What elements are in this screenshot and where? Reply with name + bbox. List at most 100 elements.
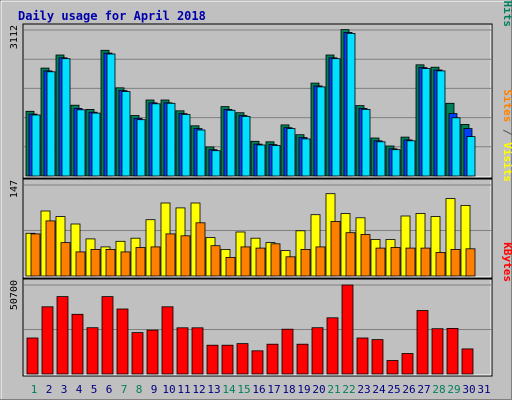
bar-visits-day-30 — [460, 204, 471, 277]
bar-sites-day-8 — [135, 247, 146, 277]
bar-kbytes-day-29 — [446, 327, 459, 375]
bar-kbytes-day-1 — [26, 337, 39, 375]
bar-sites-day-11 — [180, 235, 191, 277]
bar-sites-day-29 — [450, 248, 461, 277]
x-tick-label-day-31: 31 — [477, 383, 490, 396]
bar-kbytes-day-5 — [86, 327, 99, 375]
bar-kbytes-day-19 — [296, 343, 309, 375]
bar-kbytes-day-26 — [401, 353, 414, 375]
bar-sites-day-18 — [285, 256, 296, 277]
bar-pages-day-20 — [316, 86, 326, 177]
bar-pages-day-7 — [121, 91, 131, 177]
panel-pages-files-hits: 3112 Pages / Files / Hits — [9, 0, 512, 179]
x-tick-label-day-12: 12 — [192, 383, 205, 396]
bar-kbytes-day-8 — [131, 332, 144, 375]
bar-sites-day-12 — [195, 222, 206, 277]
bar-pages-day-9 — [151, 103, 161, 177]
bar-pages-day-5 — [91, 112, 101, 177]
panel-kbytes: 50700 KBytes — [9, 242, 512, 377]
bar-sites-day-30 — [465, 248, 476, 277]
bar-kbytes-day-18 — [281, 328, 294, 375]
bar-pages-day-22 — [346, 33, 356, 177]
bar-sites-day-13 — [210, 245, 221, 277]
x-tick-label-day-5: 5 — [91, 383, 98, 396]
bar-kbytes-day-12 — [191, 327, 204, 375]
x-tick-label-day-13: 13 — [207, 383, 220, 396]
bar-kbytes-day-4 — [71, 313, 84, 375]
bar-sites-day-15 — [240, 246, 251, 277]
x-tick-label-day-19: 19 — [297, 383, 310, 396]
bar-pages-day-17 — [271, 145, 281, 177]
bar-sites-day-22 — [345, 232, 356, 277]
bar-kbytes-day-3 — [56, 296, 69, 375]
x-tick-label-day-4: 4 — [76, 383, 83, 396]
y-axis-max-label: 50700 — [9, 280, 20, 310]
y-axis-max-label: 3112 — [9, 25, 20, 49]
series-label: KBytes — [501, 242, 512, 282]
x-tick-label-day-7: 7 — [121, 383, 128, 396]
x-tick-label-day-20: 20 — [312, 383, 325, 396]
bar-pages-day-13 — [211, 150, 221, 177]
bar-kbytes-day-25 — [386, 360, 399, 375]
x-tick-label-day-23: 23 — [357, 383, 370, 396]
series-kbytes — [26, 284, 474, 375]
bar-sites-day-7 — [120, 251, 131, 277]
bar-kbytes-day-7 — [116, 308, 129, 375]
bar-sites-day-10 — [165, 233, 176, 277]
x-tick-label-day-29: 29 — [447, 383, 460, 396]
chart-title: Daily usage for April 2018 — [18, 9, 206, 23]
bar-kbytes-day-27 — [416, 310, 429, 375]
bar-sites-day-4 — [75, 251, 86, 277]
x-tick-label-day-1: 1 — [31, 383, 38, 396]
series-label-part: Sites — [501, 89, 512, 122]
x-tick-label-day-11: 11 — [177, 383, 190, 396]
bar-pages-day-24 — [376, 141, 386, 177]
bar-kbytes-day-2 — [41, 306, 54, 375]
bar-pages-day-30 — [466, 136, 476, 177]
bar-pages-day-11 — [181, 114, 191, 177]
bar-pages-day-21 — [331, 58, 341, 177]
bar-pages-day-28 — [436, 70, 446, 177]
bar-sites-day-20 — [315, 246, 326, 277]
bar-sites-day-1 — [30, 233, 41, 277]
bar-pages-day-2 — [46, 71, 56, 177]
bar-sites-day-25 — [390, 247, 401, 277]
series-label-part: Hits — [501, 1, 512, 28]
bar-visits-day-20 — [310, 214, 321, 277]
bar-sites-day-14 — [225, 256, 236, 277]
bar-pages-day-18 — [286, 128, 296, 177]
x-tick-label-day-3: 3 — [61, 383, 68, 396]
bar-pages-day-16 — [256, 144, 266, 177]
bar-pages-day-8 — [136, 119, 146, 177]
bar-sites-day-9 — [150, 246, 161, 277]
chart-panels: 3112 Pages / Files / Hits 147 Sites / Visit… — [9, 0, 512, 377]
bar-kbytes-day-16 — [251, 350, 264, 375]
x-tick-label-day-25: 25 — [387, 383, 400, 396]
bar-kbytes-day-17 — [266, 343, 279, 375]
x-tick-label-day-28: 28 — [432, 383, 445, 396]
x-tick-label-day-26: 26 — [402, 383, 415, 396]
series-pages — [31, 33, 476, 177]
x-tick-label-day-30: 30 — [462, 383, 475, 396]
bar-pages-day-12 — [196, 129, 206, 177]
bar-kbytes-day-6 — [101, 296, 114, 375]
bar-visits-day-29 — [445, 198, 456, 277]
x-tick-label-day-6: 6 — [106, 383, 113, 396]
bar-pages-day-23 — [361, 109, 371, 177]
series-label-part: Visits — [501, 142, 512, 182]
bar-sites-day-21 — [330, 221, 341, 277]
bar-kbytes-day-21 — [326, 317, 339, 375]
x-tick-label-day-16: 16 — [252, 383, 265, 396]
x-tick-label-day-14: 14 — [222, 383, 236, 396]
bar-visits-day-26 — [400, 215, 411, 277]
bar-sites-day-16 — [255, 247, 266, 277]
x-tick-label-day-24: 24 — [372, 383, 386, 396]
bar-sites-day-23 — [360, 234, 371, 277]
x-tick-label-day-22: 22 — [342, 383, 355, 396]
bar-sites-day-19 — [300, 248, 311, 277]
bar-pages-day-14 — [226, 109, 236, 177]
bar-sites-day-24 — [375, 247, 386, 277]
x-tick-label-day-15: 15 — [237, 383, 250, 396]
x-tick-label-day-27: 27 — [417, 383, 430, 396]
bar-sites-day-26 — [405, 247, 416, 277]
